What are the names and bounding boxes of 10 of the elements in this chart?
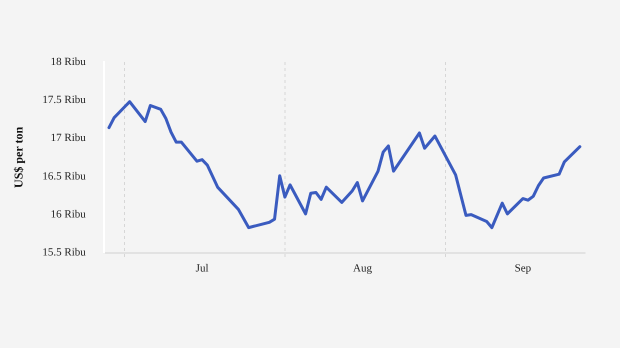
- y-tick-label: 15.5 Ribu: [42, 246, 86, 259]
- y-tick-label: 16.5 Ribu: [42, 170, 86, 182]
- x-tick-label: Sep: [514, 262, 532, 274]
- y-tick-label: 17.5 Ribu: [42, 94, 86, 106]
- y-axis-title: US$ per ton: [11, 126, 26, 188]
- x-tick-label: Jul: [196, 262, 209, 274]
- y-tick-label: 18 Ribu: [50, 56, 86, 68]
- y-tick-label: 16 Ribu: [50, 208, 86, 221]
- y-tick-label: 17 Ribu: [50, 132, 86, 144]
- x-tick-label: Aug: [353, 262, 372, 274]
